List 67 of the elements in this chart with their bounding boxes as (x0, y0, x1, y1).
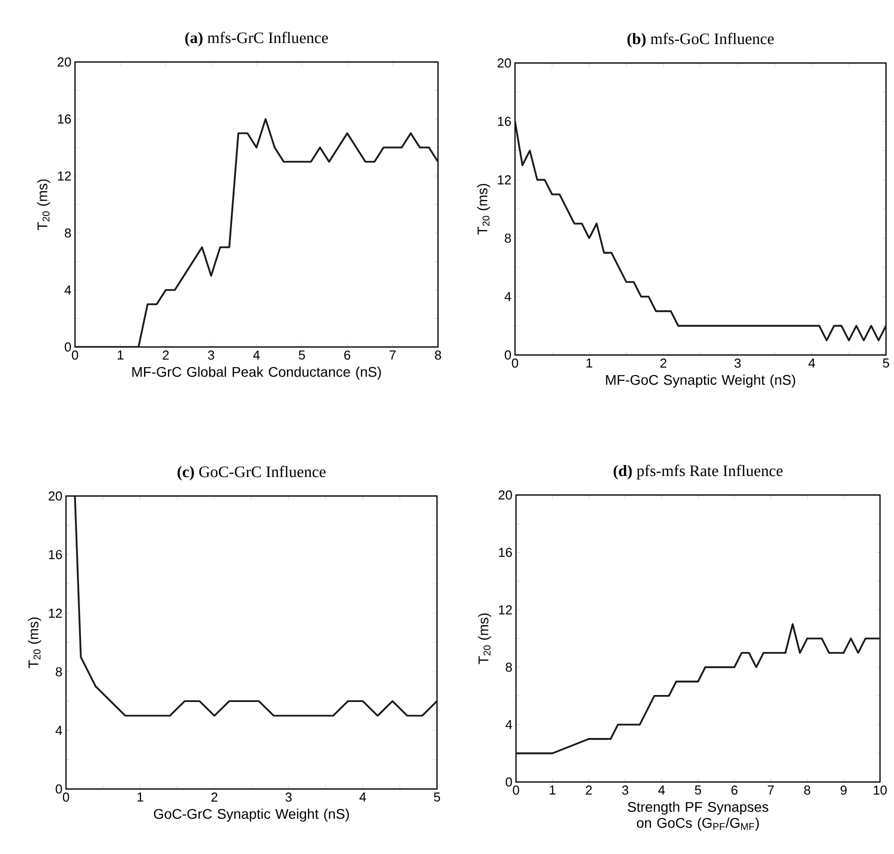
y-tick-label: 16 (498, 116, 511, 126)
x-tick-label: 1 (586, 358, 592, 368)
x-tick-label: 4 (808, 358, 816, 368)
x-tick-label: 3 (734, 358, 741, 368)
x-tick-label: 8 (434, 350, 442, 360)
x-tick-label: 2 (211, 792, 218, 802)
x-tick-label: 3 (622, 786, 628, 795)
y-tick-label: 4 (504, 292, 512, 302)
x-tick-label: 0 (512, 358, 518, 368)
x-tick-label: 3 (208, 350, 214, 360)
x-axis-title: MF-GoC Synaptic Weight (nS) (606, 374, 796, 388)
y-tick-label: 20 (498, 58, 511, 68)
y-tick-label: 20 (58, 57, 71, 67)
x-tick-label: 1 (118, 350, 124, 360)
chart-title: (b) mfs-GoC Influence (627, 32, 774, 48)
y-tick-label: 8 (56, 667, 62, 676)
x-tick-label: 0 (72, 350, 78, 360)
x-tick-label: 5 (434, 792, 440, 802)
y-tick-label: 4 (56, 726, 62, 735)
x-tick-label: 2 (660, 358, 666, 368)
x-tick-label: 6 (344, 350, 350, 360)
x-tick-label: 4 (658, 786, 665, 794)
line-series (74, 496, 437, 717)
y-tick-label: 8 (504, 234, 511, 243)
chart-title: (c) GoC-GrC Influence (178, 466, 326, 480)
line-series (516, 623, 880, 754)
chart-title: (a) mfs-GrC Influence (185, 32, 328, 46)
x-tick-label: 2 (162, 350, 169, 360)
x-tick-label: 6 (731, 786, 738, 795)
y-tick-label: 12 (499, 605, 512, 614)
x-tick-label: 10 (874, 786, 887, 795)
y-tick-label: 8 (64, 228, 71, 238)
y-axis-title: T$_{20}$ (ms) (28, 617, 42, 668)
x-tick-label: 9 (840, 786, 847, 795)
x-tick-label: 7 (768, 786, 774, 794)
y-tick-label: 0 (64, 342, 71, 352)
y-tick-label: 16 (499, 548, 512, 557)
x-tick-label: 5 (298, 350, 305, 360)
y-tick-label: 12 (58, 171, 71, 181)
y-tick-label: 16 (48, 550, 62, 560)
x-tick-label: 8 (804, 786, 810, 795)
x-tick-label: 5 (694, 786, 702, 795)
x-tick-label: 0 (512, 786, 520, 795)
x-tick-label: 2 (586, 786, 592, 795)
chart-title: (d) pfs-mfs Rate Influence (614, 464, 783, 480)
y-tick-label: 12 (498, 175, 511, 184)
y-axis-title: T$_{20}$ (ms) (37, 179, 50, 230)
x-tick-label: 3 (285, 792, 292, 802)
y-tick-label: 20 (498, 490, 512, 500)
x-tick-label: 7 (390, 350, 396, 360)
x-tick-label: 4 (253, 350, 260, 360)
y-tick-label: 4 (64, 286, 72, 294)
x-tick-label: 1 (550, 786, 556, 794)
y-axis-title: T$_{20}$ (ms) (478, 613, 492, 664)
y-tick-label: 8 (506, 662, 512, 672)
x-tick-label: 4 (359, 792, 366, 802)
x-tick-label: 1 (138, 792, 144, 802)
x-axis-title: Strength PF Synapses on GoCs (G$_{PF}$/G$_{MF}$) (628, 802, 768, 831)
x-axis-title: MF-GrC Global Peak Conductance (nS) (132, 366, 381, 380)
x-tick-label: 5 (882, 358, 890, 368)
y-axis-title: T$_{20}$ (ms) (477, 184, 490, 235)
y-tick-label: 20 (48, 491, 62, 501)
y-tick-label: 16 (58, 114, 71, 124)
y-tick-label: 0 (506, 777, 512, 787)
y-tick-label: 12 (48, 608, 62, 618)
x-axis-title: GoC-GrC Synaptic Weight (nS) (154, 808, 349, 822)
y-tick-label: 4 (506, 720, 512, 730)
